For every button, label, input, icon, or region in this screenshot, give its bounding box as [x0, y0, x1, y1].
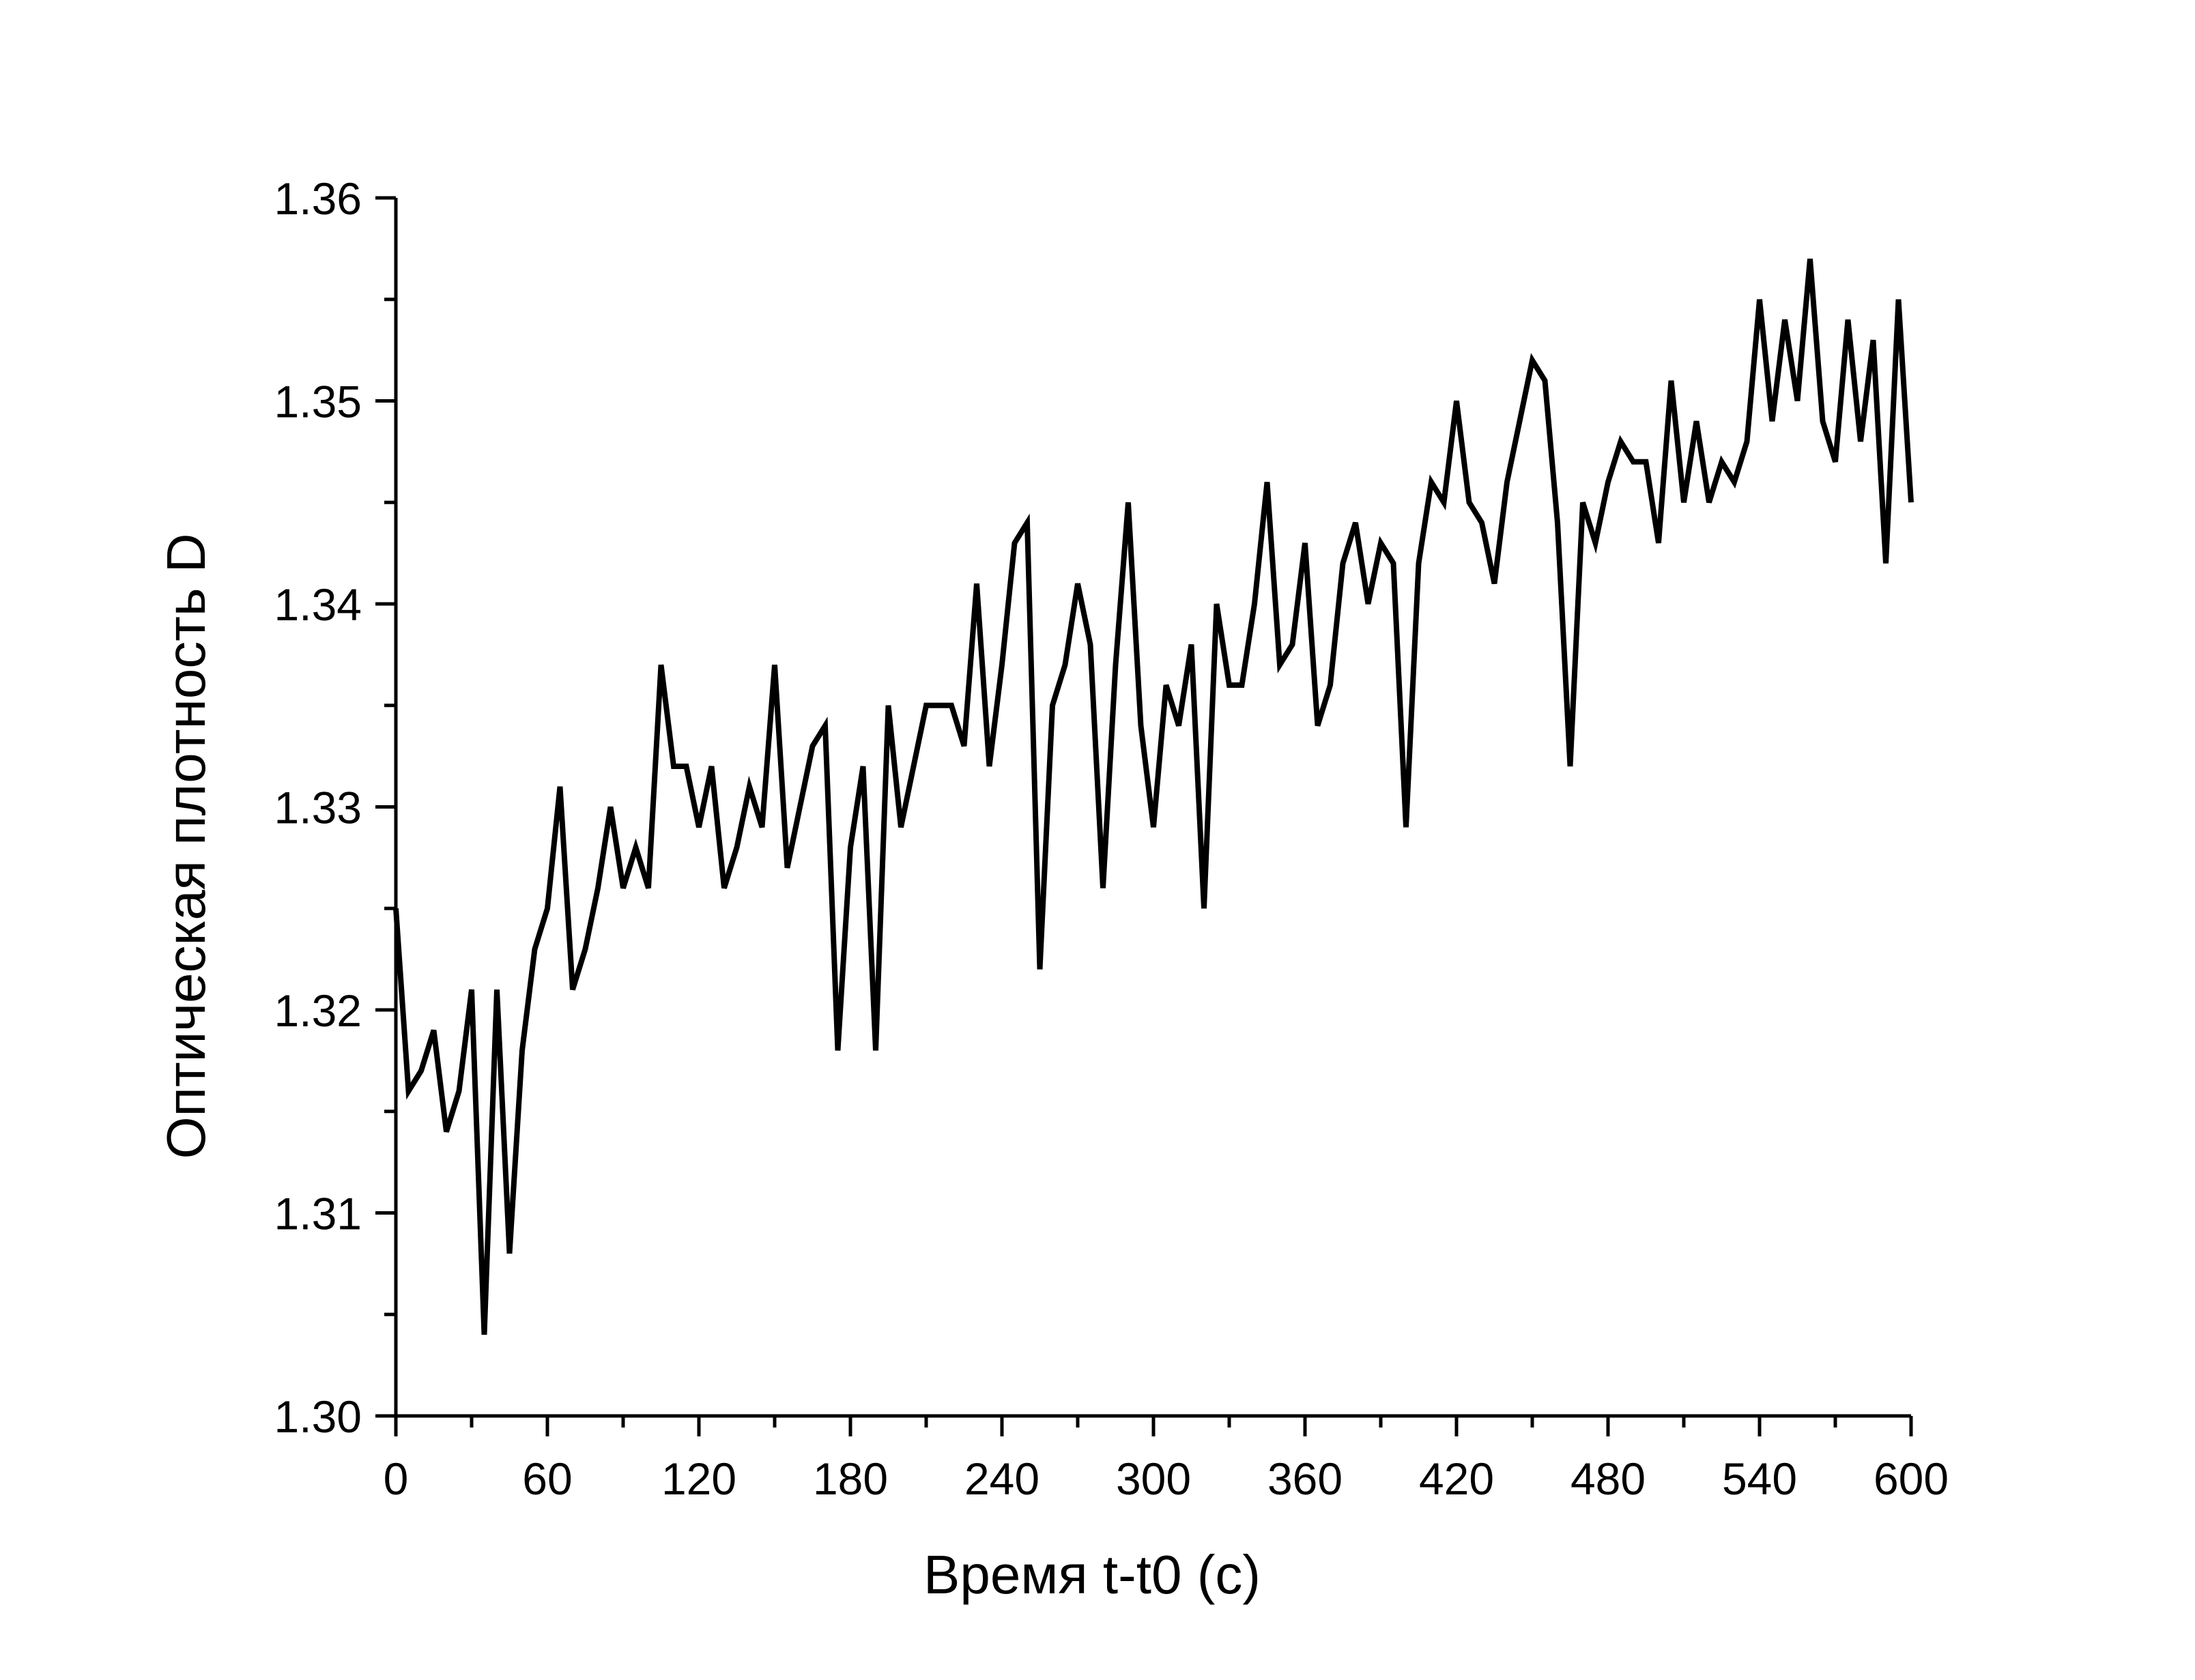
x-tick-label: 600	[1874, 1453, 1949, 1504]
x-tick-label: 60	[522, 1453, 572, 1504]
x-axis-ticks	[394, 1416, 1913, 1436]
x-axis-tick-labels: 0 60 120 180 240 300 360 420 480 540 600	[384, 1453, 1949, 1504]
y-tick-label: 1.34	[274, 579, 362, 630]
y-tick-label: 1.35	[274, 377, 362, 427]
x-tick-label: 120	[661, 1453, 736, 1504]
y-tick-label: 1.30	[274, 1391, 362, 1442]
x-tick-label: 420	[1419, 1453, 1494, 1504]
y-axis-tick-labels: 1.30 1.31 1.32 1.33 1.34 1.35 1.36	[274, 173, 362, 1442]
x-tick-label: 240	[964, 1453, 1039, 1504]
y-tick-label: 1.31	[274, 1189, 362, 1239]
x-tick-label: 300	[1116, 1453, 1191, 1504]
y-tick-label: 1.32	[274, 985, 362, 1036]
y-axis-title: Оптическая плотность D	[156, 533, 216, 1159]
y-axis-ticks	[375, 196, 396, 1418]
x-tick-label: 540	[1722, 1453, 1797, 1504]
x-tick-label: 0	[384, 1453, 409, 1504]
x-axis-title: Время t-t0 (с)	[923, 1544, 1261, 1605]
x-tick-label: 360	[1267, 1453, 1343, 1504]
y-tick-label: 1.33	[274, 783, 362, 833]
y-tick-label: 1.36	[274, 173, 362, 224]
x-tick-label: 480	[1570, 1453, 1646, 1504]
x-tick-label: 180	[813, 1453, 888, 1504]
series-layer	[393, 258, 1914, 1335]
series-line	[393, 258, 1914, 1335]
